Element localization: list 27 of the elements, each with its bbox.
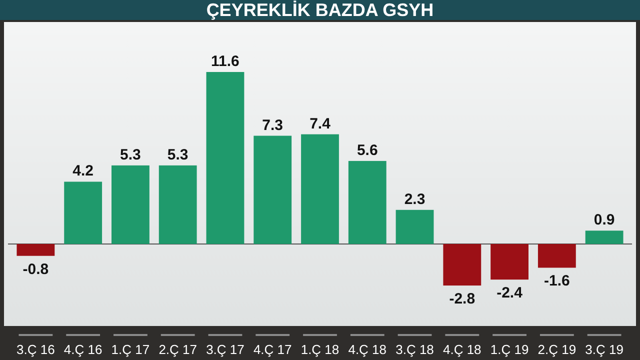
data-label: 7.3 — [262, 116, 284, 134]
data-label: 7.4 — [310, 115, 332, 132]
data-label: -2.4 — [496, 284, 524, 302]
x-tick-label: 3.Ç 17 — [206, 342, 244, 357]
data-label: -2.8 — [449, 290, 476, 308]
x-tick-label: 2.Ç 19 — [538, 342, 576, 357]
data-label: 2.3 — [404, 190, 426, 208]
x-tick-label: 3.Ç 19 — [585, 342, 624, 357]
x-tick-label: 3.Ç 16 — [16, 342, 55, 357]
data-label: 11.6 — [211, 53, 240, 70]
data-label: -1.6 — [544, 272, 570, 290]
x-tick-label: 3.Ç 18 — [396, 342, 434, 357]
x-tick-label: 1.Ç 19 — [490, 342, 529, 357]
x-tick-label: 1.Ç 17 — [111, 342, 150, 357]
x-tick-label: 4.Ç 18 — [443, 342, 482, 357]
x-tick-label: 4.Ç 16 — [64, 342, 102, 357]
x-tick-label: 2.Ç 17 — [158, 342, 197, 357]
x-tick-label: 4.Ç 17 — [253, 342, 292, 357]
chart-title: ÇEYREKLİK BAZDA GSYH — [206, 0, 434, 20]
data-label: -0.8 — [22, 260, 49, 278]
x-tick-label: 4.Ç 18 — [348, 342, 387, 357]
data-label: 5.3 — [120, 146, 141, 164]
data-label: 0.9 — [594, 212, 615, 229]
data-label: 5.6 — [356, 142, 378, 159]
data-label: 5.3 — [167, 146, 188, 164]
x-tick-label: 1.Ç 18 — [300, 342, 340, 357]
data-label: 4.2 — [72, 162, 94, 180]
